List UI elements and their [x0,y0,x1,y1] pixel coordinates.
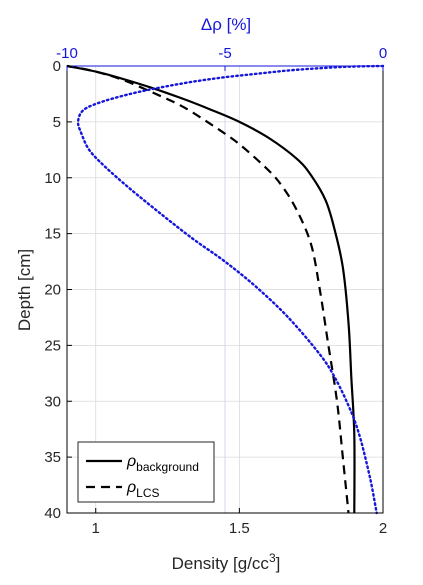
bottom-axis-ticks: 1 1.5 2 [92,508,387,537]
y-tick-label: 35 [44,449,61,466]
y-tick-label: 10 [44,170,61,187]
series-line-delta [76,64,385,515]
legend-box [77,441,215,503]
y-tick-label: 25 [44,337,61,354]
legend-label-lcs: ρLCS [126,479,160,500]
y-axis-label: Depth [cm] [15,249,34,331]
y-tick-label: 5 [53,114,61,131]
y-tick-label: 40 [44,505,61,522]
y-tick-label: 20 [44,282,61,299]
x-tick-label: 1.5 [229,520,250,537]
top-tick-label: -5 [218,45,231,62]
legend: ρbackground ρLCS [77,441,215,503]
series-layer [66,64,385,515]
x-axis-label: Density [g/cc3] [172,551,281,573]
y-tick-label: 30 [44,393,61,410]
top-tick-label: 0 [379,45,387,62]
top-axis-label: Δρ [%] [201,15,251,34]
series-line-background [66,64,356,514]
y-axis-ticks: 0 5 10 15 20 25 30 35 40 [44,58,72,522]
y-tick-label: 0 [53,58,61,75]
x-tick-label: 1 [92,520,100,537]
series-line-lcs [66,64,350,514]
x-tick-label: 2 [379,520,387,537]
y-tick-label: 15 [44,226,61,243]
top-axis-ticks: -10 -5 0 [56,45,387,71]
top-tick-label: -10 [56,45,78,62]
legend-label-background: ρbackground [126,453,199,474]
